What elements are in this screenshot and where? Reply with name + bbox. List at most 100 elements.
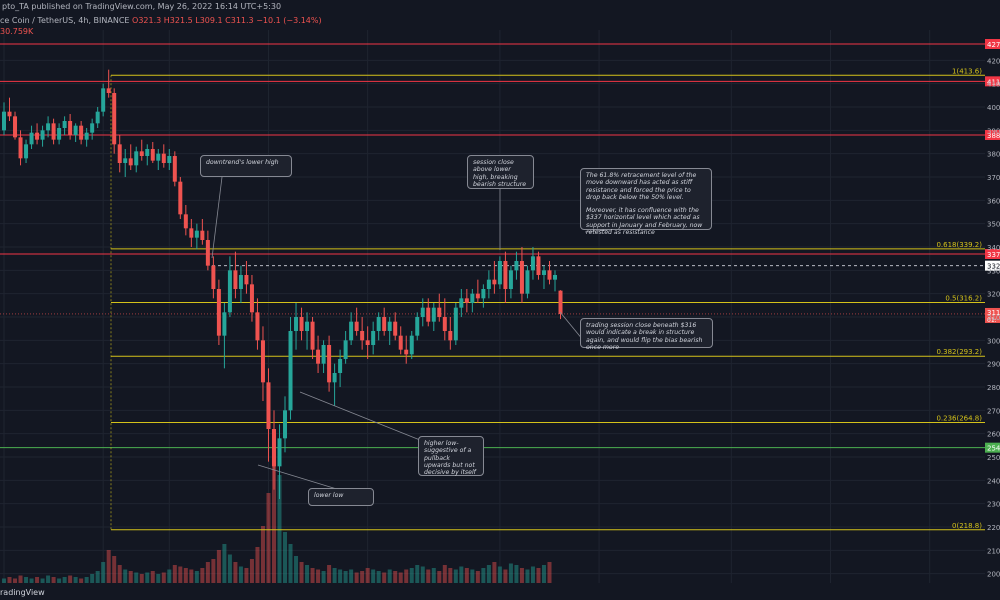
candle-body[interactable] bbox=[216, 289, 221, 336]
candle-body[interactable] bbox=[68, 121, 73, 135]
candle-body[interactable] bbox=[404, 349, 409, 355]
candle-body[interactable] bbox=[415, 317, 420, 336]
candle-body[interactable] bbox=[13, 116, 18, 138]
candle-body[interactable] bbox=[139, 151, 144, 156]
candle-body[interactable] bbox=[327, 345, 332, 383]
candle-body[interactable] bbox=[409, 335, 414, 355]
candle-body[interactable] bbox=[420, 307, 425, 317]
candle-body[interactable] bbox=[57, 128, 62, 140]
candle-body[interactable] bbox=[387, 321, 392, 331]
candle-body[interactable] bbox=[189, 228, 194, 238]
note-higher-low[interactable]: higher low- suggestive of a pullback upw… bbox=[418, 436, 484, 476]
candle-body[interactable] bbox=[475, 293, 480, 299]
candle-body[interactable] bbox=[79, 125, 84, 140]
candle-body[interactable] bbox=[238, 275, 243, 289]
note-break-structure[interactable]: trading session close beneath $316 would… bbox=[580, 318, 713, 351]
candle-body[interactable] bbox=[481, 289, 486, 299]
candle-body[interactable] bbox=[376, 317, 381, 331]
candle-body[interactable] bbox=[547, 270, 552, 280]
candle-body[interactable] bbox=[167, 156, 172, 163]
candle-body[interactable] bbox=[62, 121, 67, 128]
candle-body[interactable] bbox=[260, 340, 265, 383]
candle-body[interactable] bbox=[343, 340, 348, 359]
candle-body[interactable] bbox=[332, 373, 337, 383]
candle-body[interactable] bbox=[200, 230, 205, 240]
note-lower-low[interactable]: lower low bbox=[308, 488, 374, 506]
candle-body[interactable] bbox=[150, 149, 155, 161]
candle-body[interactable] bbox=[35, 132, 40, 140]
candle-body[interactable] bbox=[459, 298, 464, 308]
candle-body[interactable] bbox=[426, 307, 431, 322]
candle-body[interactable] bbox=[117, 144, 122, 163]
candle-body[interactable] bbox=[283, 410, 288, 439]
candle-body[interactable] bbox=[294, 317, 299, 331]
candle-body[interactable] bbox=[222, 312, 227, 336]
candle-body[interactable] bbox=[541, 270, 546, 275]
note-fib-resistance[interactable]: The 61.8% retracement level of the move … bbox=[580, 168, 712, 236]
candle-body[interactable] bbox=[95, 111, 100, 124]
candle-body[interactable] bbox=[453, 307, 458, 341]
candle-body[interactable] bbox=[233, 270, 238, 289]
candle-body[interactable] bbox=[553, 275, 557, 280]
candle-body[interactable] bbox=[464, 298, 469, 303]
candle-body[interactable] bbox=[492, 279, 497, 285]
candle-body[interactable] bbox=[338, 359, 343, 373]
candle-body[interactable] bbox=[123, 158, 128, 163]
candle-body[interactable] bbox=[40, 130, 45, 140]
candle-body[interactable] bbox=[205, 240, 210, 266]
candle-body[interactable] bbox=[244, 275, 249, 285]
candle-body[interactable] bbox=[299, 317, 304, 331]
candle-body[interactable] bbox=[525, 270, 530, 294]
candle-body[interactable] bbox=[73, 125, 78, 135]
candle-body[interactable] bbox=[321, 345, 326, 364]
candle-body[interactable] bbox=[271, 429, 276, 467]
candle-body[interactable] bbox=[106, 88, 111, 93]
candle-body[interactable] bbox=[558, 290, 563, 314]
candle-body[interactable] bbox=[24, 144, 29, 159]
candle-body[interactable] bbox=[128, 158, 133, 166]
candle-body[interactable] bbox=[354, 321, 359, 331]
candle-body[interactable] bbox=[448, 331, 453, 341]
candle-body[interactable] bbox=[310, 321, 315, 350]
candle-body[interactable] bbox=[145, 149, 150, 156]
candle-body[interactable] bbox=[101, 88, 106, 112]
candle-body[interactable] bbox=[90, 123, 95, 133]
candle-body[interactable] bbox=[255, 312, 260, 341]
candle-body[interactable] bbox=[29, 132, 34, 145]
candle-body[interactable] bbox=[194, 230, 199, 238]
candle-body[interactable] bbox=[178, 181, 183, 215]
candle-body[interactable] bbox=[112, 93, 117, 145]
candle-body[interactable] bbox=[227, 270, 232, 313]
candle-body[interactable] bbox=[277, 438, 282, 467]
candle-body[interactable] bbox=[470, 293, 475, 303]
candle-body[interactable] bbox=[305, 321, 310, 331]
candle-body[interactable] bbox=[508, 270, 513, 289]
candle-body[interactable] bbox=[266, 382, 271, 429]
candle-body[interactable] bbox=[134, 151, 139, 166]
note-lower-high[interactable]: downtrend's lower high bbox=[200, 155, 292, 177]
candle-body[interactable] bbox=[156, 153, 161, 161]
candle-body[interactable] bbox=[503, 261, 508, 289]
candle-body[interactable] bbox=[2, 111, 6, 131]
candle-body[interactable] bbox=[437, 307, 442, 317]
candle-body[interactable] bbox=[382, 317, 387, 331]
candle-body[interactable] bbox=[442, 317, 447, 331]
candle-body[interactable] bbox=[536, 256, 541, 275]
candle-body[interactable] bbox=[183, 214, 188, 229]
candle-body[interactable] bbox=[211, 265, 216, 289]
candle-body[interactable] bbox=[84, 132, 89, 140]
candle-body[interactable] bbox=[172, 156, 177, 182]
candle-body[interactable] bbox=[316, 349, 321, 364]
candle-body[interactable] bbox=[365, 340, 370, 345]
note-session-close[interactable]: session close above lower high, breaking… bbox=[467, 155, 534, 189]
candle-body[interactable] bbox=[519, 261, 524, 294]
candle-body[interactable] bbox=[7, 111, 12, 117]
candle-body[interactable] bbox=[398, 335, 403, 350]
candle-body[interactable] bbox=[18, 137, 23, 159]
candle-body[interactable] bbox=[530, 256, 535, 271]
candle-body[interactable] bbox=[486, 279, 491, 289]
candle-body[interactable] bbox=[161, 153, 166, 163]
candle-body[interactable] bbox=[393, 321, 398, 336]
candle-body[interactable] bbox=[46, 123, 51, 131]
candle-body[interactable] bbox=[349, 321, 354, 341]
